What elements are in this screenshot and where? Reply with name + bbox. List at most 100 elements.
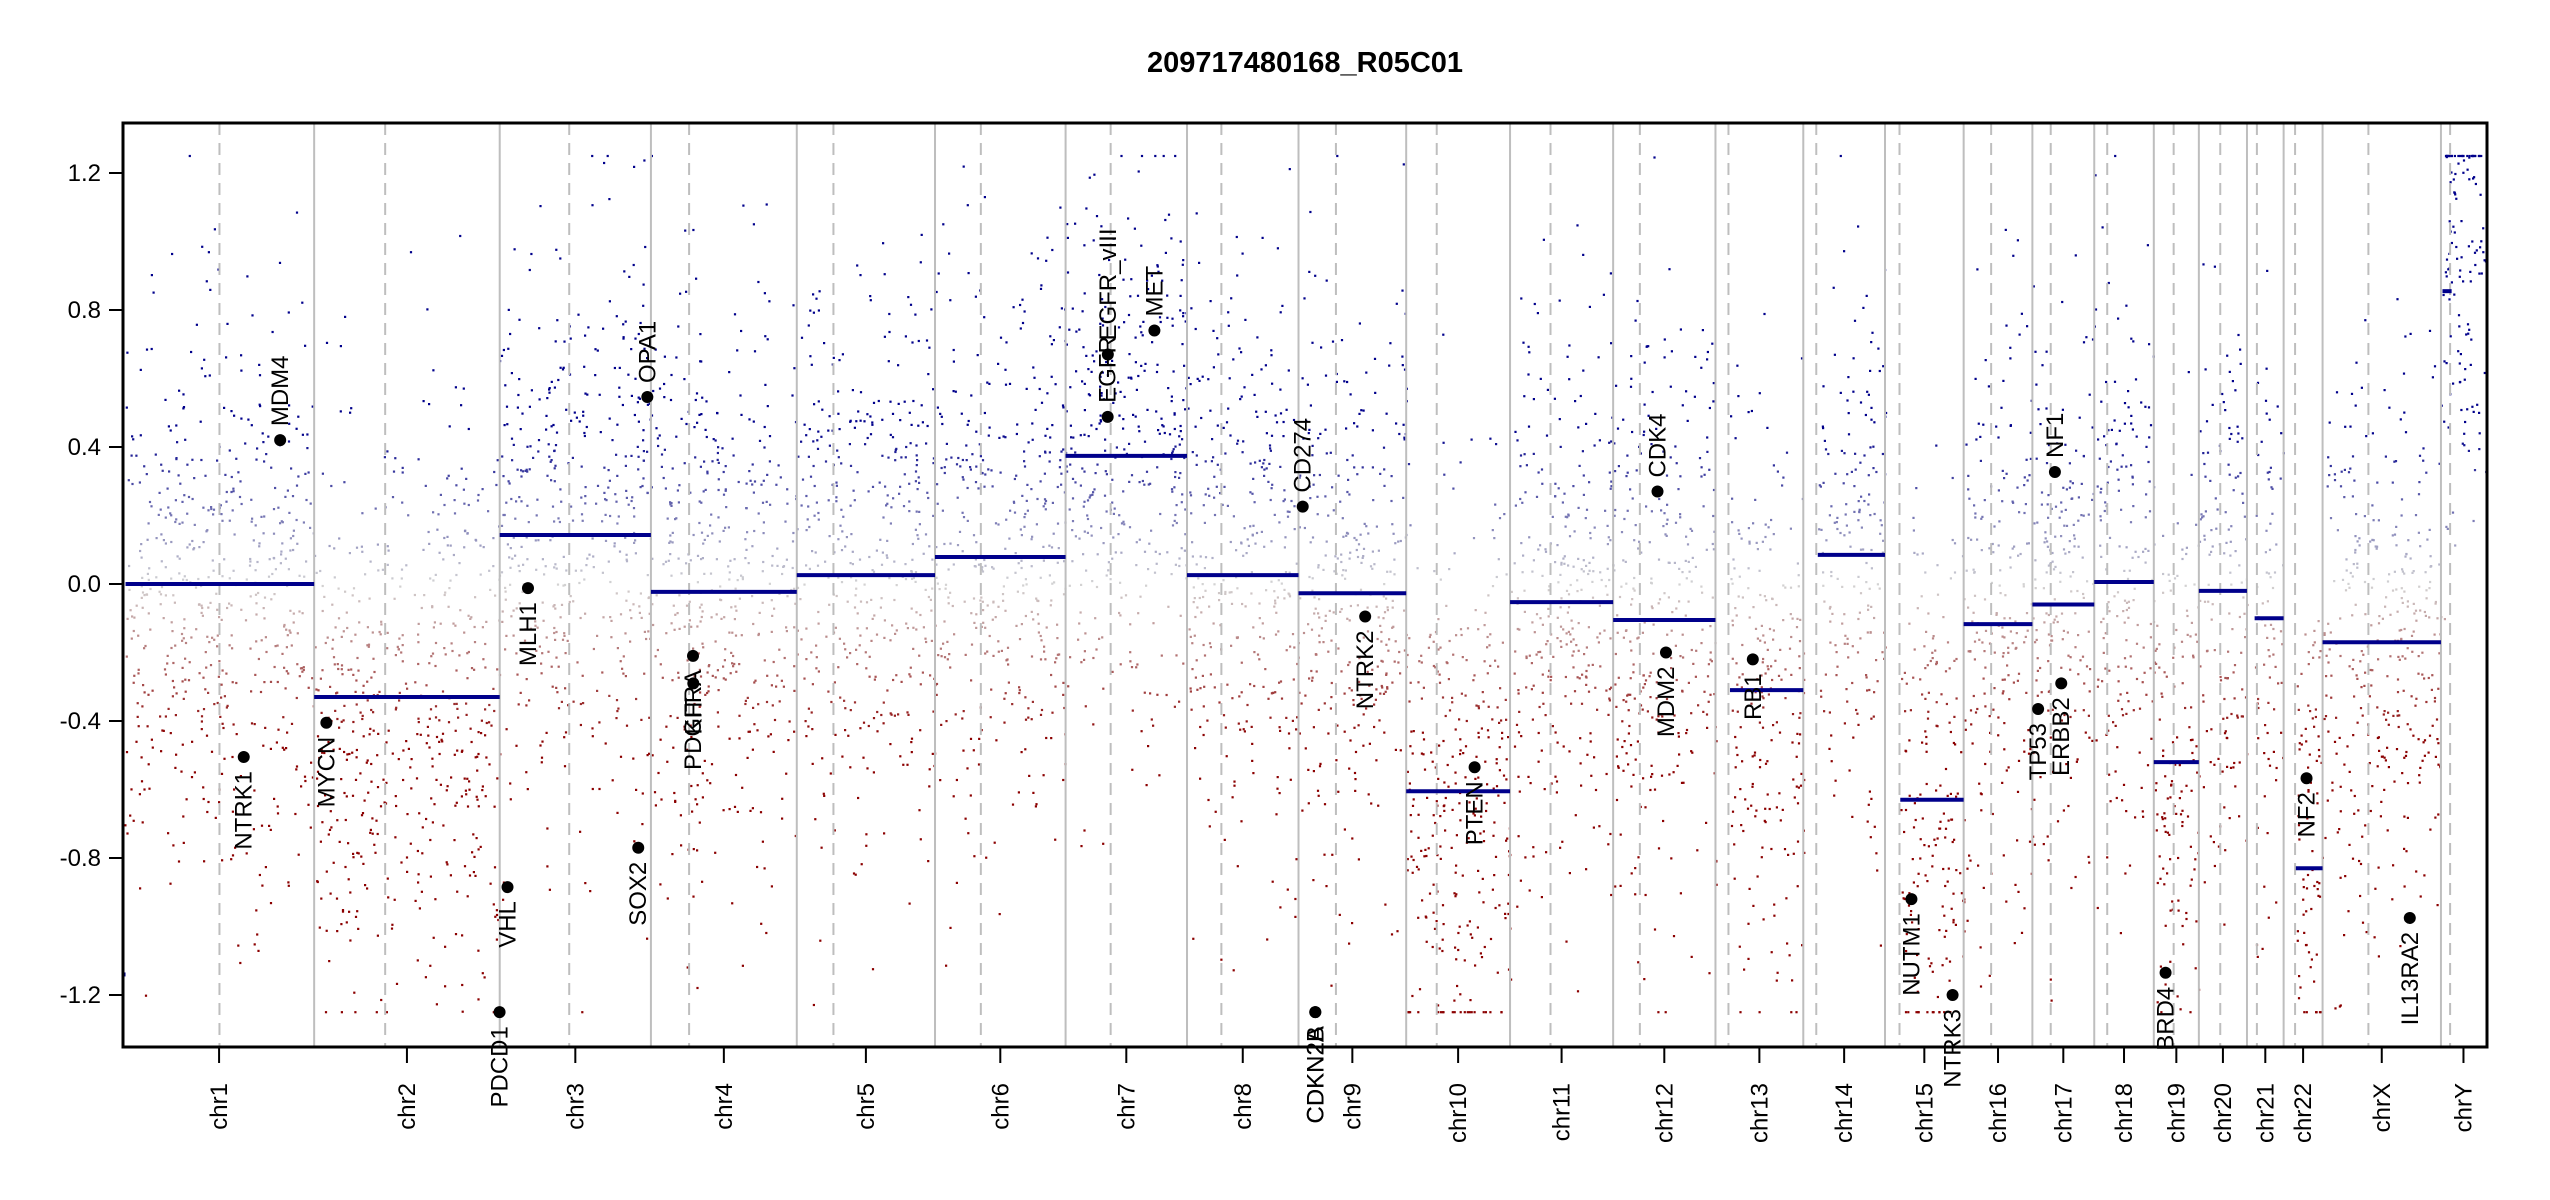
probe-point	[1842, 482, 1845, 485]
probe-point	[778, 700, 781, 703]
probe-point	[1243, 386, 1246, 389]
probe-point	[773, 718, 777, 722]
probe-point	[914, 470, 918, 473]
probe-point	[1357, 724, 1360, 727]
probe-point	[1078, 328, 1081, 331]
probe-point	[991, 618, 994, 621]
probe-point	[1202, 595, 1205, 599]
probe-point	[1109, 578, 1112, 581]
probe-point	[1737, 395, 1740, 398]
probe-point	[900, 680, 903, 683]
probe-point	[504, 590, 507, 593]
probe-point	[619, 660, 622, 663]
probe-point	[800, 638, 803, 641]
probe-point	[300, 785, 303, 788]
probe-point	[1085, 354, 1088, 357]
probe-point	[1857, 723, 1860, 726]
probe-point	[1324, 428, 1327, 431]
probe-point	[859, 727, 862, 730]
probe-point	[1623, 740, 1626, 743]
probe-point	[1030, 538, 1033, 541]
probe-point	[1676, 764, 1679, 767]
probe-point	[943, 471, 946, 475]
probe-point	[1867, 474, 1870, 477]
probe-point	[1565, 940, 1568, 943]
probe-point	[135, 740, 138, 743]
probe-point	[1362, 713, 1365, 716]
probe-point	[910, 751, 913, 754]
probe-point	[466, 652, 469, 655]
probe-point	[1483, 660, 1486, 663]
probe-point	[1331, 340, 1335, 343]
probe-point	[1758, 1011, 1761, 1014]
probe-point	[732, 454, 735, 457]
probe-point	[853, 701, 857, 704]
probe-point	[873, 614, 876, 617]
probe-point	[1216, 337, 1219, 340]
probe-point	[886, 556, 889, 559]
probe-point	[1942, 867, 1945, 871]
probe-point	[140, 756, 143, 759]
probe-point	[518, 570, 521, 573]
probe-point	[1705, 713, 1709, 716]
probe-point	[768, 460, 771, 463]
probe-point	[1275, 611, 1278, 614]
probe-point	[263, 617, 266, 620]
probe-point	[417, 662, 420, 666]
probe-point	[729, 672, 732, 675]
probe-point	[598, 393, 601, 396]
probe-point	[191, 539, 194, 543]
probe-point	[168, 470, 171, 473]
probe-point	[1706, 436, 1709, 439]
probe-point	[1477, 628, 1480, 631]
probe-point	[605, 499, 608, 502]
probe-point	[1773, 914, 1776, 917]
probe-point	[1650, 764, 1653, 767]
probe-point	[348, 752, 351, 756]
probe-point	[1830, 575, 1833, 578]
probe-point	[591, 735, 594, 738]
probe-point	[443, 593, 446, 597]
probe-point	[505, 728, 508, 731]
probe-point	[303, 775, 307, 778]
probe-point	[559, 257, 562, 260]
probe-point	[1496, 706, 1499, 709]
probe-point	[553, 631, 556, 635]
probe-point	[386, 545, 389, 548]
probe-point	[1375, 688, 1378, 691]
probe-point	[1233, 780, 1236, 783]
probe-point	[1353, 466, 1356, 469]
probe-point	[1627, 732, 1630, 735]
probe-point	[1482, 830, 1485, 833]
probe-point	[200, 611, 203, 614]
probe-point	[1309, 497, 1312, 500]
probe-point	[1822, 385, 1825, 388]
probe-point	[541, 740, 544, 743]
probe-point	[1258, 658, 1261, 661]
probe-point	[1854, 468, 1857, 471]
probe-point	[591, 537, 594, 540]
probe-point	[1857, 575, 1860, 578]
probe-point	[1507, 912, 1510, 916]
probe-point	[969, 737, 973, 740]
probe-point	[1880, 524, 1883, 527]
probe-point	[557, 378, 560, 382]
probe-point	[1845, 524, 1848, 527]
probe-point	[1335, 380, 1338, 383]
probe-point	[521, 412, 524, 415]
probe-point	[1625, 475, 1628, 478]
probe-point	[1853, 319, 1857, 322]
probe-point	[1735, 614, 1738, 617]
probe-point	[1799, 618, 1802, 621]
probe-point	[1643, 361, 1646, 364]
probe-point	[383, 801, 386, 804]
probe-point	[235, 812, 238, 815]
probe-point	[966, 519, 969, 522]
probe-point	[1739, 1011, 1742, 1014]
probe-point	[1762, 706, 1765, 709]
probe-point	[751, 595, 754, 598]
probe-point	[430, 655, 433, 658]
probe-point	[1373, 725, 1376, 729]
probe-point	[647, 630, 650, 633]
probe-point	[957, 456, 960, 460]
